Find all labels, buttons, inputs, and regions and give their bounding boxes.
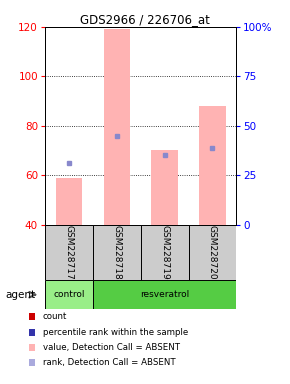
Text: count: count — [43, 312, 67, 321]
Text: GSM228719: GSM228719 — [160, 225, 169, 280]
Text: GDS2966 / 226706_at: GDS2966 / 226706_at — [80, 13, 210, 26]
Text: control: control — [53, 290, 85, 299]
Bar — [56, 178, 82, 225]
Bar — [93, 280, 236, 309]
Bar — [141, 225, 188, 280]
Text: GSM228717: GSM228717 — [64, 225, 73, 280]
Bar — [104, 29, 130, 225]
Text: value, Detection Call = ABSENT: value, Detection Call = ABSENT — [43, 343, 180, 352]
Bar — [199, 106, 226, 225]
Bar — [45, 280, 93, 309]
Text: GSM228720: GSM228720 — [208, 225, 217, 280]
Bar — [151, 151, 178, 225]
Text: resveratrol: resveratrol — [140, 290, 189, 299]
Bar — [45, 225, 93, 280]
Bar — [93, 225, 141, 280]
Text: agent: agent — [6, 290, 36, 300]
Text: percentile rank within the sample: percentile rank within the sample — [43, 328, 188, 337]
Text: rank, Detection Call = ABSENT: rank, Detection Call = ABSENT — [43, 358, 175, 367]
Bar — [188, 225, 236, 280]
Text: GSM228718: GSM228718 — [112, 225, 121, 280]
